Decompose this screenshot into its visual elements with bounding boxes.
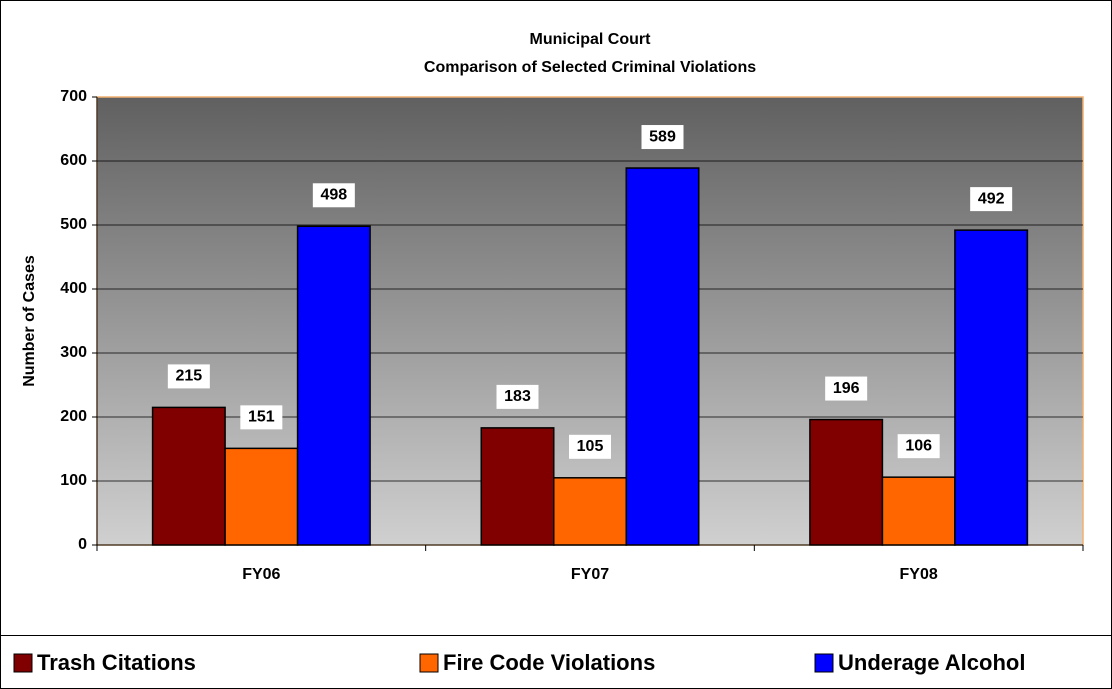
data-label-box (167, 364, 210, 389)
legend-swatch (419, 653, 439, 673)
data-label-box (496, 384, 539, 409)
legend-label: Underage Alcohol (838, 650, 1025, 675)
y-tick-label: 700 (60, 88, 87, 105)
x-tick-label: FY06 (242, 566, 280, 583)
bar (480, 427, 555, 546)
bar (881, 476, 956, 546)
data-label: 492 (978, 190, 1005, 207)
legend-swatch (814, 653, 834, 673)
chart-title: Municipal Court (530, 31, 652, 48)
bar (224, 447, 299, 546)
y-tick-label: 400 (60, 280, 87, 297)
legend-label: Trash Citations (37, 650, 196, 675)
data-label-box (312, 183, 355, 208)
y-tick-label: 0 (78, 536, 87, 553)
y-tick-label: 600 (60, 152, 87, 169)
bar (625, 167, 700, 546)
data-label: 105 (577, 438, 604, 455)
data-label-box (897, 434, 940, 459)
y-tick-label: 500 (60, 216, 87, 233)
legend-swatch (13, 653, 33, 673)
y-tick-label: 300 (60, 344, 87, 361)
bar (809, 418, 884, 546)
legend-label: Fire Code Violations (443, 650, 655, 675)
data-label-box (240, 405, 283, 430)
bar (553, 477, 627, 546)
bar (296, 225, 371, 546)
data-label: 151 (248, 409, 275, 426)
data-label: 196 (833, 380, 860, 397)
data-label: 106 (905, 437, 932, 454)
data-label-box (825, 376, 868, 401)
data-label-box (641, 125, 684, 150)
bar (954, 229, 1029, 546)
y-axis-label: Number of Cases (21, 255, 38, 387)
y-tick-label: 200 (60, 408, 87, 425)
x-tick-label: FY07 (571, 566, 609, 583)
bar (151, 406, 226, 546)
data-label: 498 (320, 186, 347, 203)
data-label: 215 (175, 368, 202, 385)
x-tick-label: FY08 (900, 566, 938, 583)
data-label: 589 (649, 128, 676, 145)
y-tick-label: 100 (60, 472, 87, 489)
data-label: 183 (504, 388, 531, 405)
chart-subtitle: Comparison of Selected Criminal Violatio… (424, 59, 756, 76)
data-label-box (569, 434, 611, 459)
data-label-box (970, 187, 1013, 212)
